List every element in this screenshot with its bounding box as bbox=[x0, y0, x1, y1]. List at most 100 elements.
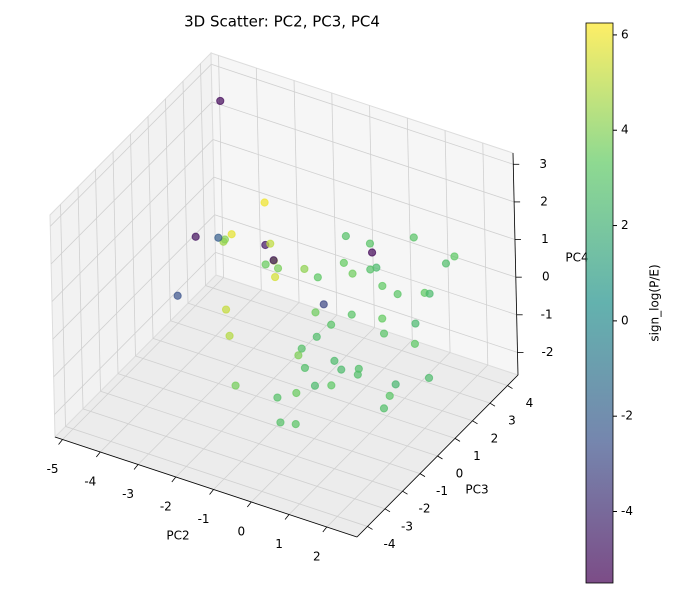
point bbox=[273, 393, 282, 402]
y-tick-label: 4 bbox=[526, 396, 534, 410]
point bbox=[294, 351, 303, 360]
x-axis-line bbox=[54, 436, 358, 538]
point bbox=[273, 264, 283, 273]
point bbox=[216, 96, 225, 106]
grid-line bbox=[406, 117, 413, 341]
x-tick-label: -4 bbox=[84, 475, 96, 489]
tick-mark bbox=[322, 526, 328, 533]
y-tick-label: -1 bbox=[436, 484, 448, 498]
grid-line bbox=[211, 63, 514, 165]
colorbar bbox=[585, 22, 614, 584]
x-tick-label: -2 bbox=[160, 500, 172, 514]
tick-mark bbox=[489, 402, 496, 407]
tick-mark bbox=[367, 526, 373, 530]
tick-mark bbox=[209, 489, 214, 495]
point bbox=[354, 364, 363, 373]
point bbox=[347, 310, 356, 319]
point bbox=[327, 320, 336, 329]
grid-line bbox=[100, 390, 403, 492]
point bbox=[341, 231, 350, 241]
point bbox=[425, 289, 434, 298]
tick-mark bbox=[58, 439, 63, 445]
point bbox=[260, 198, 269, 207]
grid-line bbox=[65, 426, 368, 527]
point bbox=[348, 269, 357, 278]
grid-line bbox=[165, 98, 171, 321]
y-tick-label: 0 bbox=[456, 467, 464, 481]
y-tick-label: -4 bbox=[384, 537, 396, 551]
point bbox=[410, 339, 419, 348]
grid-line bbox=[213, 176, 516, 278]
point bbox=[366, 265, 375, 274]
point bbox=[313, 273, 322, 282]
point bbox=[310, 381, 320, 390]
z-tick-label: 2 bbox=[540, 194, 548, 208]
point bbox=[221, 305, 231, 314]
point bbox=[269, 256, 278, 265]
point bbox=[173, 291, 182, 300]
point bbox=[214, 233, 223, 242]
z-axis-label: PC4 bbox=[565, 251, 588, 265]
grid-line bbox=[135, 355, 438, 457]
point bbox=[409, 233, 418, 242]
grid-line bbox=[170, 320, 473, 422]
tick-mark bbox=[246, 501, 252, 508]
grid-line bbox=[182, 81, 189, 304]
z-tick-label: -2 bbox=[542, 345, 554, 359]
point bbox=[367, 248, 377, 257]
grid-line bbox=[482, 142, 489, 366]
grid-line bbox=[293, 80, 300, 303]
grid-line bbox=[369, 105, 375, 328]
point bbox=[227, 230, 236, 239]
y-tick-label: 2 bbox=[491, 431, 499, 445]
point bbox=[270, 272, 280, 282]
point bbox=[312, 332, 321, 341]
grid-line bbox=[200, 63, 206, 286]
point bbox=[385, 391, 394, 400]
colorbar-tick-label: -2 bbox=[621, 409, 633, 423]
point bbox=[327, 381, 336, 390]
point bbox=[291, 419, 300, 429]
x-tick-label: -3 bbox=[122, 487, 134, 501]
point bbox=[300, 264, 309, 274]
point bbox=[231, 381, 240, 390]
point bbox=[276, 418, 285, 427]
y-tick-label: 3 bbox=[508, 414, 516, 428]
grid-line bbox=[49, 64, 212, 227]
point bbox=[220, 235, 230, 244]
x-tick-label: 0 bbox=[237, 525, 245, 539]
tick-mark bbox=[95, 451, 101, 458]
tick-mark bbox=[384, 508, 391, 513]
grid-line bbox=[214, 214, 517, 316]
grid-line bbox=[212, 139, 516, 240]
grid-line bbox=[82, 408, 386, 510]
grid-line bbox=[205, 285, 508, 386]
grid-line bbox=[53, 214, 215, 378]
grid-line bbox=[52, 176, 215, 340]
x-tick-label: 2 bbox=[313, 550, 321, 564]
grid-line bbox=[211, 101, 515, 203]
point bbox=[365, 239, 375, 248]
point bbox=[337, 365, 346, 374]
point bbox=[297, 344, 306, 353]
point bbox=[225, 331, 234, 340]
z-tick-label: 1 bbox=[541, 232, 549, 246]
grid-line bbox=[77, 186, 84, 409]
point bbox=[339, 258, 348, 268]
grid-line bbox=[331, 92, 338, 316]
point bbox=[378, 314, 387, 323]
colorbar-tick-label: 4 bbox=[621, 123, 629, 137]
grid-line bbox=[187, 302, 491, 404]
point bbox=[330, 356, 339, 365]
z-axis-line bbox=[512, 152, 519, 376]
tick-mark bbox=[507, 385, 513, 389]
tick-mark bbox=[402, 490, 408, 495]
tick-mark bbox=[133, 464, 139, 470]
point bbox=[378, 281, 387, 291]
point bbox=[450, 252, 459, 261]
point bbox=[261, 260, 270, 269]
point bbox=[191, 232, 200, 241]
y-axis-line bbox=[356, 374, 519, 538]
colorbar-tick-label: 0 bbox=[621, 313, 629, 327]
grid-line bbox=[54, 252, 216, 415]
